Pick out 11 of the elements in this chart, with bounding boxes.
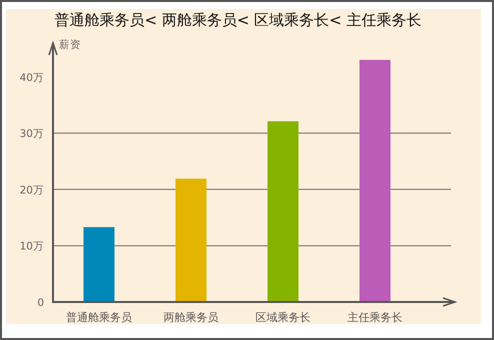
y-tick-label: 40万	[20, 72, 44, 84]
y-tick-label: 0	[37, 297, 44, 309]
y-axis-title: 薪资	[59, 38, 81, 51]
y-tick-label: 10万	[20, 240, 44, 253]
chart-title: 普通舱乘务员< 两舱乘务员< 区域乘务长< 主任乘务长	[54, 11, 422, 29]
x-tick-label: 两舱乘务员	[164, 311, 218, 324]
x-tick-label: 普通舱乘务员	[66, 311, 132, 324]
y-tick-label: 30万	[20, 128, 44, 140]
x-tick-label: 区域乘务长	[256, 311, 310, 324]
y-tick-label: 20万	[20, 184, 44, 196]
x-tick-label: 主任乘务长	[348, 311, 402, 324]
